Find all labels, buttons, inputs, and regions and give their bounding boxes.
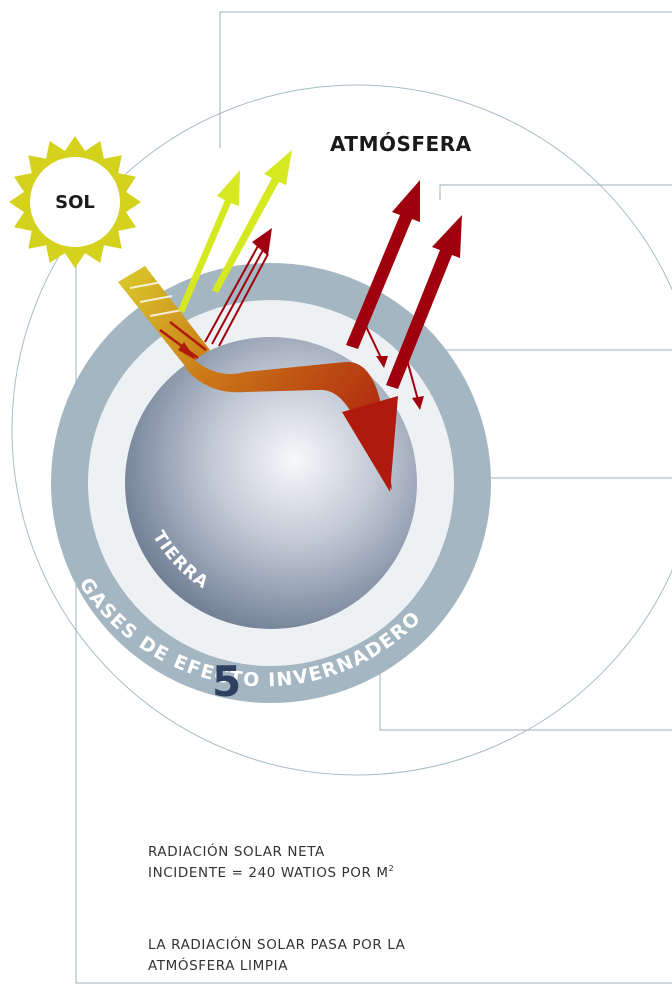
net-radiation-caption: RADIACIÓN SOLAR NETA INCIDENTE = 240 WAT… xyxy=(148,844,395,881)
earth-globe xyxy=(125,337,417,629)
sun-icon xyxy=(9,136,141,268)
atmosphere-label: ATMÓSFERA xyxy=(330,132,472,156)
net-radiation-exponent: 2 xyxy=(388,864,395,873)
passes-atmosphere-caption: LA RADIACIÓN SOLAR PASA POR LA ATMÓSFERA… xyxy=(148,937,406,974)
reflected-radiation-arrows xyxy=(178,150,292,313)
incoming-solar-radiation xyxy=(118,266,398,492)
infrared-backradiation-arrows xyxy=(361,317,419,401)
infrared-thin-arrows xyxy=(204,245,269,347)
infrared-thin-arrowhead xyxy=(252,228,272,256)
atmosphere-boundary xyxy=(11,84,672,776)
leader-line-1 xyxy=(219,11,672,148)
step-number: 5 xyxy=(212,657,241,706)
sun-label: SOL xyxy=(55,192,95,213)
backradiation-arrowhead-1 xyxy=(376,356,388,368)
infrared-escaping-arrows xyxy=(346,180,462,389)
leader-line-2 xyxy=(439,184,672,200)
backradiation-arrowhead-2 xyxy=(412,396,424,410)
